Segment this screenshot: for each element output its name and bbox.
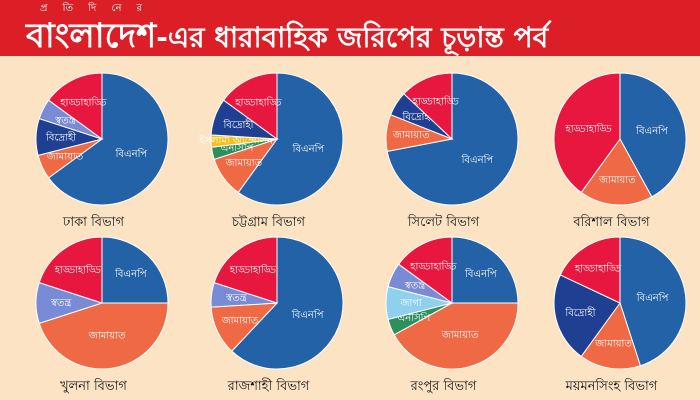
pie-svg: বিএনপি জামায়াত স্বতন্ত্র হাড্ডাহাড্ডি [210, 236, 344, 370]
pie-slice-label: বিএনপি [291, 309, 324, 321]
pie-svg: বিএনপি জামায়াত স্বতন্ত্র হাড্ডাহাড্ডি [35, 236, 169, 370]
page-title: বাংলাদেশ-এর ধারাবাহিক জরিপের চূড়ান্ত পর… [26, 10, 686, 67]
title-banner: প্র তি দি নে র বাংলাদেশ-এর ধারাবাহিক জরি… [0, 0, 700, 56]
pie-slice-label: বিএনপি [464, 268, 497, 280]
pie-caption: ঢাকা বিভাগ [62, 215, 125, 230]
pie-slice-label: হাড্ডাহাড্ডি [574, 263, 622, 275]
pie-caption: সিলেট বিভাগ [407, 215, 480, 230]
pie-slice-label: স্বতন্ত্র [54, 115, 77, 126]
pie-slice-label: হাড্ডাহাড্ডি [54, 264, 102, 276]
pie-slice-label: হাড্ডাহাড্ডি [409, 261, 457, 273]
pie-slice-label: স্বতন্ত্র [50, 298, 73, 309]
pie-slice-label: হাড্ডাহাড্ডি [565, 123, 613, 135]
pie-slice [553, 72, 621, 194]
pie-svg: বিএনপিজামায়াতবিদ্রোহীহাড্ডাহাড্ডি [385, 72, 519, 206]
pie-slice-label: হাড্ডাহাড্ডি [234, 97, 282, 109]
brand-tagline: প্র তি দি নে র [40, 3, 149, 14]
pie-slice-label: বিদ্রোহী [222, 118, 253, 131]
pie-slice-label: বিএনপি [114, 268, 147, 280]
pie-slice [222, 72, 278, 140]
pie-slice [393, 302, 519, 370]
pie-slice-label: স্বতন্ত্র [225, 293, 248, 304]
pie-slice [559, 236, 621, 304]
pie-svg: বিএনপি জামায়াত বিদ্রোহী স্বতন্ত্র হাড্ডাহাড… [35, 72, 169, 206]
pie-slice-label: বিএনপি [636, 292, 669, 304]
pie-slice-label: জামায়াত [441, 330, 479, 341]
pie-slice [231, 236, 344, 370]
pie-caption: চট্টগ্রাম বিভাগ [231, 215, 305, 230]
pie-slice [38, 236, 103, 304]
pie-slice [580, 301, 642, 370]
pie-svg: বিএনপি জামায়াত বিদ্রোহী হাড্ডাহাড্ডি [553, 236, 687, 370]
pie-chart-dhaka: বিএনপি জামায়াত বিদ্রোহী স্বতন্ত্র হাড্ডাহাড… [6, 62, 181, 234]
title-text: -এর ধারাবাহিক জরিপের চূড়ান্ত পর্ব [156, 21, 549, 54]
pie-chart-barishal: বিএনপি জামায়াত হাড্ডাহাড্ডি বরিশাল বিভাগ [524, 62, 699, 234]
pie-slice-label: জামায়াত [392, 130, 430, 141]
pie-slice [237, 72, 344, 206]
brand-name: বাংলাদেশ [26, 16, 157, 56]
pie-slice-label: বিএনপি [635, 125, 668, 137]
pie-slice [213, 236, 278, 304]
pie-slice [451, 236, 519, 304]
pie-slice-label: বিএনপি [115, 148, 148, 160]
pie-slice-label: জামায়াত [598, 175, 636, 186]
pie-svg: বিএনপিজামায়াতএনসিপিজাগাস্বতন্ত্রহাড্ডাহ… [385, 236, 519, 370]
pie-slice [47, 72, 169, 206]
pie-chart-rajshahi: বিএনপি জামায়াত স্বতন্ত্র হাড্ডাহাড্ডি রাজশ… [181, 226, 356, 398]
pie-slice-label: জামায়াত [221, 315, 259, 326]
pie-slice-label: জামায়াত [46, 151, 84, 162]
pie-caption: রাজশাহী বিভাগ [227, 379, 310, 394]
pie-slice [580, 138, 653, 206]
pie-slice [619, 236, 687, 367]
pie-chart-khulna: বিএনপি জামায়াত স্বতন্ত্র হাড্ডাহাড্ডি খুলন… [6, 226, 181, 398]
pie-slice-label: বিএনপি [292, 143, 325, 155]
pie-slice [403, 72, 453, 141]
pie-caption: বরিশাল বিভাগ [573, 215, 650, 230]
pie-slice-label: জামায়াত [88, 331, 126, 342]
pie-slice-label: বিএনপি [461, 154, 494, 166]
pie-slice-label: বিদ্রোহী [45, 131, 76, 144]
pie-slice [397, 236, 453, 304]
pie-slice-label: হাড্ডাহাড্ডি [229, 264, 277, 276]
pie-slice-label: হাড্ডাহাড্ডি [59, 97, 107, 109]
pie-slice-label: জামায়াত [594, 338, 632, 349]
pie-chart-rangpur: বিএনপি জামায়াত এনসিপি জাগা স্বতন্ত্র হাড্ডাহ… [356, 226, 531, 398]
pie-slice-label: স্বতন্ত্র [404, 281, 427, 292]
pie-chart-sylhet: বিএনপি জামায়াত বিদ্রোহী হাড্ডাহাড্ডি সিলেট… [356, 62, 531, 234]
pie-slice-label: বিদ্রোহী [564, 306, 595, 319]
pie-caption: খুলনা বিভাগ [60, 379, 127, 394]
pie-svg: বিএনপি জামায়াত হাড্ডাহাড্ডি [553, 72, 687, 206]
pie-chart-mymensingh: বিএনপি জামায়াত বিদ্রোহী হাড্ডাহাড্ডি ময়মন… [524, 226, 699, 398]
pie-slice-label: হাড্ডাহাড্ডি [412, 95, 460, 107]
pie-slice [38, 302, 169, 370]
pie-slice [619, 72, 687, 198]
pie-slice [101, 236, 169, 304]
pie-slice-label: জাগা [399, 298, 422, 309]
pie-slice [47, 72, 103, 140]
pie-chart-chattogram: বিএনপি জামায়াত এনসিপি ইসলামী আন্দোলন বিদ্রো… [181, 62, 356, 234]
pie-caption: রংপুর বিভাগ [410, 379, 477, 394]
pie-slice-label: জামায়াত [225, 158, 263, 169]
pie-caption: ময়মনসিংহ বিভাগ [565, 379, 658, 394]
